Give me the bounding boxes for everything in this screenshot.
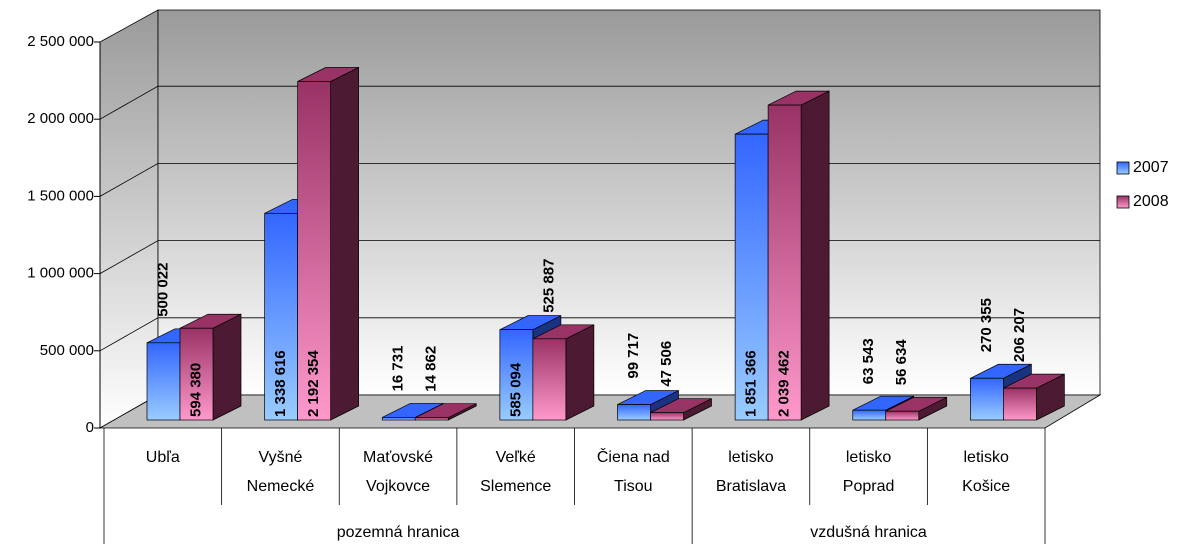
- bar: [852, 409, 887, 421]
- bar: [146, 342, 181, 421]
- legend-label: 2007: [1133, 159, 1169, 176]
- bar-side: [565, 324, 595, 421]
- bar: [179, 327, 214, 421]
- y-tick-label: 1 000 000: [27, 265, 94, 282]
- x-tick-label: Tisou: [614, 478, 653, 495]
- data-label: 1 338 616: [272, 350, 289, 417]
- bar-side: [330, 66, 359, 421]
- bar: [885, 410, 920, 421]
- bar: [414, 417, 449, 421]
- x-tick-label: Čiena nad: [597, 447, 670, 466]
- y-tick-label: 500 000: [40, 342, 94, 359]
- bar: [970, 377, 1004, 421]
- bar: [1003, 387, 1037, 421]
- y-tick-label: 0: [86, 419, 94, 436]
- data-label: 2 039 462: [776, 350, 793, 417]
- x-tick-label: letisko: [728, 449, 773, 466]
- data-label: 14 862: [423, 346, 440, 392]
- grid-line: [99, 85, 1100, 120]
- bar: [381, 417, 416, 421]
- data-label: 525 887: [540, 259, 557, 313]
- x-tick-label: Košice: [962, 478, 1010, 495]
- data-label: 63 543: [860, 338, 877, 384]
- floor: [98, 394, 1102, 429]
- data-label: 585 094: [507, 362, 524, 417]
- bar: [734, 133, 769, 421]
- bar: [499, 329, 534, 421]
- y-tick-label: 1 500 000: [27, 187, 94, 204]
- legend-label: 2008: [1133, 193, 1169, 210]
- data-label: 1 851 366: [743, 350, 760, 417]
- y-tick-label: 2 500 000: [27, 33, 94, 50]
- bar: [297, 81, 331, 421]
- data-label: 2 192 354: [305, 350, 322, 417]
- data-label: 500 022: [154, 263, 171, 317]
- bar-side: [212, 313, 242, 421]
- data-label: 56 634: [893, 339, 910, 386]
- bar: [264, 212, 298, 421]
- x-tick-label: Nemecké: [247, 478, 315, 495]
- legend-swatch: [1116, 161, 1130, 175]
- data-label: 270 355: [978, 298, 995, 352]
- x-tick-label: letisko: [846, 449, 891, 466]
- x-tick-label: Veľké: [496, 449, 536, 466]
- x-tick-label: Slemence: [480, 478, 551, 495]
- x-tick-label: Vyšné: [259, 449, 303, 466]
- x-tick-label: Vojkovce: [366, 478, 430, 495]
- group-label: vzdušná hranica: [810, 524, 927, 541]
- y-tick-label: 2 000 000: [27, 110, 94, 127]
- bar-side: [800, 90, 830, 421]
- x-tick-label: letisko: [964, 449, 1009, 466]
- bar: [767, 104, 802, 421]
- x-tick-label: Maťovské: [363, 449, 433, 466]
- x-tick-label: Poprad: [843, 478, 895, 495]
- data-label: 206 207: [1011, 308, 1028, 362]
- data-label: 594 380: [187, 363, 204, 417]
- bar: [617, 404, 651, 421]
- bar: [650, 412, 684, 421]
- bar: [532, 338, 567, 421]
- group-label: pozemná hranica: [337, 524, 460, 541]
- legend-swatch: [1116, 195, 1130, 209]
- x-tick-label: Ubľa: [146, 449, 180, 466]
- data-label: 99 717: [625, 333, 642, 379]
- x-tick-label: Bratislava: [716, 478, 786, 495]
- data-label: 16 731: [390, 346, 407, 392]
- data-label: 47 506: [658, 341, 675, 387]
